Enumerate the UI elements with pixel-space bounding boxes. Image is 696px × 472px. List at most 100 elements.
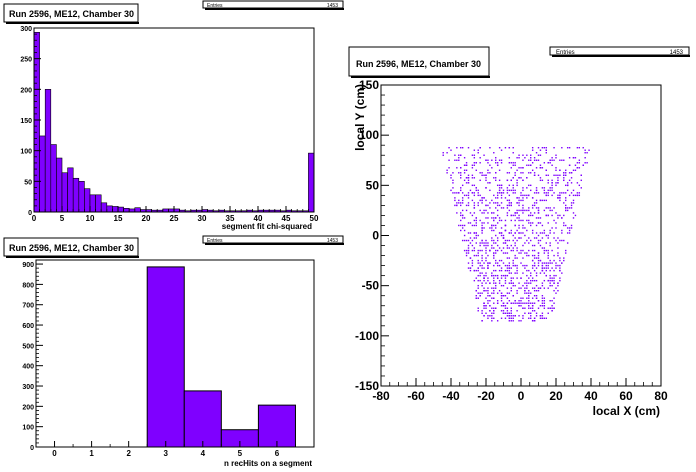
localxy-point (504, 229, 507, 232)
localxy-point (524, 307, 526, 309)
localxy-point (491, 159, 493, 161)
localxy-point (570, 204, 573, 207)
localxy-point (584, 152, 586, 154)
localxy-point (512, 249, 514, 252)
localxy-point (495, 224, 497, 227)
localxy-point (545, 199, 547, 202)
localxy-point (471, 239, 474, 242)
localxy-point (520, 209, 522, 212)
localxy-point (491, 312, 493, 314)
localxy-point (518, 199, 520, 202)
localxy-point (543, 229, 546, 232)
localxy-point (491, 247, 493, 249)
localxy-point (531, 207, 534, 209)
localxy-point (460, 189, 462, 192)
localxy-point (514, 257, 516, 259)
chi2-xtick-label: 25 (170, 214, 179, 223)
localxy-point (535, 187, 538, 189)
localxy-point (578, 192, 581, 194)
localxy-point (516, 229, 518, 232)
localxy-point (496, 239, 499, 242)
localxy-point (508, 312, 511, 314)
localxy-point (456, 167, 458, 169)
localxy-point (454, 199, 456, 202)
localxy-point (530, 214, 532, 217)
localxy-point (543, 300, 546, 302)
localxy-point (473, 177, 476, 179)
localxy-point (467, 244, 470, 247)
localxy-point (473, 219, 476, 222)
localxy-point (510, 179, 512, 182)
localxy-point (551, 277, 553, 279)
localxy-point (508, 184, 511, 187)
localxy-point (500, 227, 503, 229)
localxy-point (481, 232, 483, 234)
localxy-point (547, 257, 549, 259)
localxy-point (516, 267, 518, 269)
localxy-point (481, 202, 483, 204)
localxy-point (551, 209, 553, 212)
localxy-point (568, 172, 571, 174)
localxy-point (531, 149, 534, 151)
localxy-point (526, 154, 528, 156)
localxy-point (553, 274, 555, 277)
localxy-point (512, 192, 514, 194)
localxy-point (495, 307, 497, 309)
localxy-point (533, 317, 536, 319)
localxy-point (498, 204, 501, 207)
localxy-point (479, 147, 481, 149)
localxy-point (549, 209, 551, 212)
localxy-point (516, 184, 518, 187)
localxy-point (570, 172, 573, 174)
localxy-point (559, 199, 561, 202)
localxy-point (528, 184, 530, 187)
localxy-point (463, 217, 466, 219)
localxy-point (508, 189, 511, 192)
localxy-point (531, 244, 534, 247)
localxy-point (516, 247, 518, 249)
localxy-point (537, 159, 540, 161)
localxy-point (516, 179, 518, 182)
localxy-point (506, 292, 509, 294)
localxy-point (551, 179, 553, 182)
localxy-point (502, 312, 505, 314)
localxy-point (502, 302, 505, 304)
localxy-point (448, 147, 450, 149)
nrechits-stats-label: Entries (207, 238, 223, 244)
localxy-point (493, 312, 495, 314)
localxy-point (545, 249, 547, 252)
localxy-point (514, 172, 516, 174)
localxy-point (485, 282, 487, 284)
localxy-point (496, 237, 499, 239)
localxy-point (541, 269, 544, 272)
localxy-point (543, 189, 546, 192)
localxy-point (452, 187, 454, 189)
localxy-point (512, 262, 514, 264)
localxy-point (485, 204, 487, 207)
localxy-point (528, 305, 530, 307)
localxy-point (557, 254, 559, 257)
localxy-panel: Run 2596, ME12, Chamber 30 Entries 1453 … (348, 46, 690, 418)
localxy-point (549, 300, 551, 302)
localxy-point (460, 177, 462, 179)
localxy-point (489, 310, 491, 312)
localxy-point (522, 315, 524, 317)
localxy-point (512, 152, 514, 154)
localxy-point (528, 254, 530, 257)
localxy-point (565, 197, 567, 199)
localxy-point (493, 317, 495, 319)
localxy-point (551, 262, 553, 264)
localxy-point (493, 239, 495, 242)
localxy-point (535, 199, 538, 202)
chi2-bar (33, 31, 40, 213)
localxy-point (561, 239, 563, 242)
localxy-point (510, 310, 512, 312)
localxy-point (469, 257, 472, 259)
localxy-point (533, 257, 536, 259)
localxy-point (495, 217, 497, 219)
localxy-point (473, 149, 476, 151)
localxy-point (531, 169, 534, 171)
localxy-point (467, 249, 470, 252)
localxy-point (465, 194, 468, 197)
localxy-point (545, 242, 547, 244)
